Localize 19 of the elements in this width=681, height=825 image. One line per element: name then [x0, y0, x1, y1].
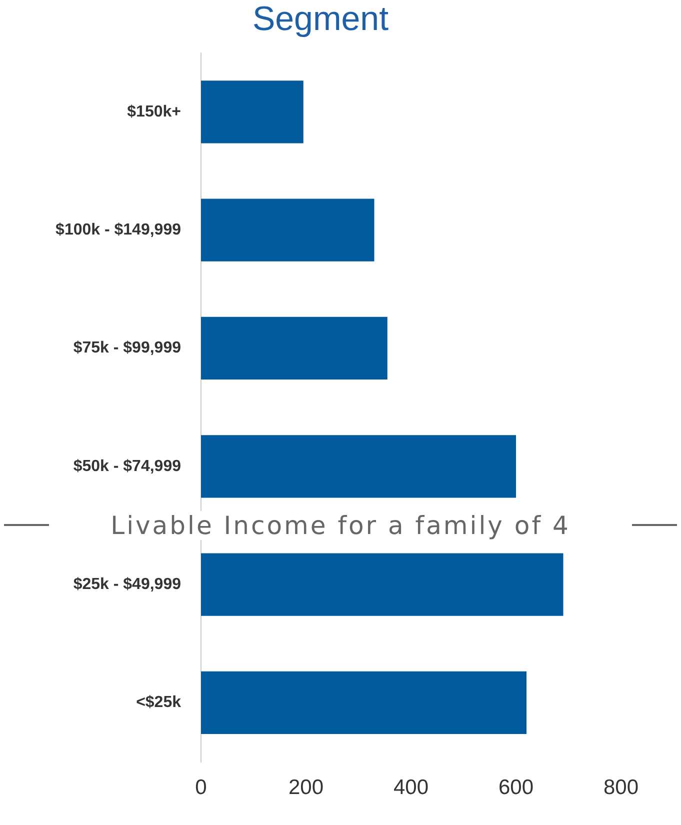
y-tick-label: $75k - $99,999 [73, 340, 182, 357]
annotation: Livable Income for a family of 4 [80, 510, 600, 540]
y-tick-label: $150k+ [127, 103, 181, 120]
y-tick-label: $50k - $74,999 [73, 458, 182, 475]
bar [201, 435, 516, 498]
y-tick-label: $25k - $49,999 [73, 576, 182, 593]
chart-title: Segment [252, 0, 390, 38]
x-tick-label: 800 [603, 776, 639, 800]
y-tick-label: $100k - $149,999 [56, 221, 182, 238]
y-tick-label: <$25k [136, 694, 182, 712]
x-tick-label: 400 [393, 776, 429, 800]
bar [201, 553, 564, 616]
x-tick-label: 200 [288, 776, 324, 800]
bar [201, 671, 526, 734]
bar [201, 198, 374, 262]
x-tick-label: 0 [195, 776, 207, 800]
x-tick-label: 600 [498, 776, 534, 800]
bar [201, 80, 304, 144]
bar [201, 316, 388, 380]
